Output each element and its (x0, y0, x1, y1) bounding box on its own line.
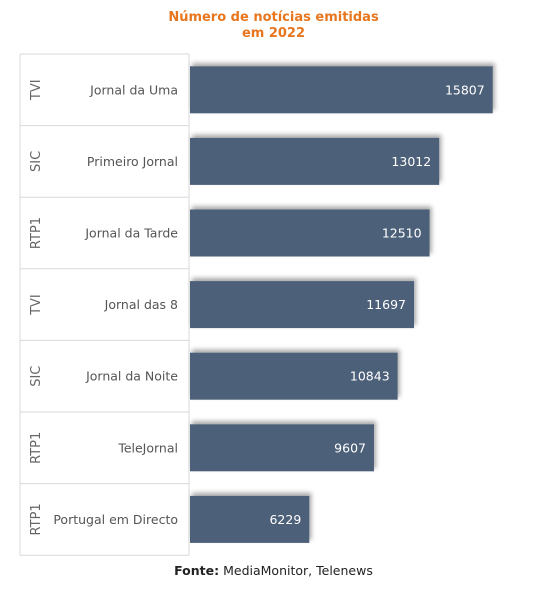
chart-bars (190, 66, 493, 543)
category-label: TeleJornal (117, 440, 178, 455)
category-label: Jornal da Tarde (84, 226, 178, 241)
bar-value-label: 12510 (382, 226, 422, 241)
bar-value-label: 13012 (391, 154, 431, 169)
bar (190, 137, 440, 185)
channel-group-label: TVI (29, 79, 44, 101)
bar-value-label: 15807 (445, 82, 485, 97)
chart-source: Fonte: MediaMonitor, Telenews (0, 563, 547, 578)
chart-title-line-2: em 2022 (241, 26, 306, 41)
bar (190, 281, 415, 329)
channel-group-label: RTP1 (29, 217, 44, 249)
bar-value-label: 10843 (350, 369, 390, 384)
category-label: Portugal em Directo (53, 512, 178, 527)
bar (190, 209, 430, 257)
bar (190, 66, 493, 114)
category-label: Jornal da Uma (89, 82, 178, 97)
channel-group-label: TVI (29, 294, 44, 316)
category-label: Primeiro Jornal (87, 154, 178, 169)
source-label: Fonte: (174, 563, 220, 578)
channel-group-label: SIC (29, 366, 44, 387)
chart-title-line-1: Número de notícias emitidas (168, 10, 379, 25)
category-label: Jornal da Noite (85, 369, 178, 384)
bar-value-label: 11697 (366, 297, 406, 312)
bar-value-label: 6229 (269, 512, 301, 527)
chart-labels: 15807 Jornal da Uma TVI 13012 Primeiro Jorna… (29, 79, 485, 535)
chart-title: Número de notícias emitidas em 2022 (0, 10, 547, 42)
channel-group-label: SIC (29, 151, 44, 172)
category-label: Jornal das 8 (104, 297, 178, 312)
source-text: MediaMonitor, Telenews (223, 563, 373, 578)
chart-grid-lines (19, 53, 190, 556)
bar-chart: 15807 Jornal da Uma TVI 13012 Primeiro Jorna… (19, 53, 493, 556)
bar-value-label: 9607 (334, 440, 366, 455)
bar (190, 424, 374, 472)
channel-group-label: RTP1 (29, 503, 44, 535)
channel-group-label: RTP1 (29, 432, 44, 464)
bar (190, 495, 310, 543)
bar (190, 352, 398, 400)
